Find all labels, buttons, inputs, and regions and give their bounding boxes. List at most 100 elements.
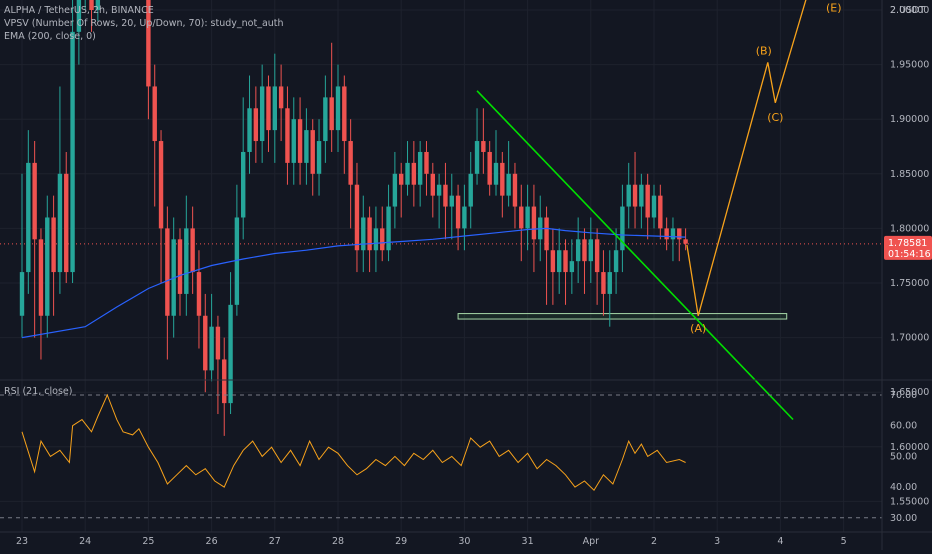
candle[interactable] — [557, 228, 562, 294]
candle[interactable] — [411, 141, 417, 207]
wave-projection-path[interactable] — [686, 0, 828, 316]
candle[interactable] — [645, 173, 650, 240]
candle[interactable] — [70, 0, 75, 283]
candle[interactable] — [436, 173, 442, 229]
candle[interactable] — [45, 195, 50, 338]
candle[interactable] — [184, 195, 189, 316]
candle[interactable] — [38, 228, 44, 360]
candle[interactable] — [152, 64, 157, 207]
candle[interactable] — [399, 162, 404, 218]
candle[interactable] — [670, 217, 676, 262]
candle[interactable] — [512, 162, 518, 229]
candle[interactable] — [234, 184, 240, 316]
candle[interactable] — [259, 64, 265, 163]
candle[interactable] — [575, 217, 581, 283]
candle[interactable] — [316, 119, 322, 196]
candle[interactable] — [329, 42, 334, 152]
candle[interactable] — [462, 184, 467, 251]
candle[interactable] — [64, 151, 69, 283]
candle[interactable] — [519, 184, 524, 262]
candle[interactable] — [335, 64, 341, 152]
candle[interactable] — [487, 141, 492, 196]
candle[interactable] — [468, 151, 473, 229]
candle[interactable] — [272, 53, 277, 163]
candle[interactable] — [417, 141, 423, 207]
candle[interactable] — [165, 206, 170, 360]
candle[interactable] — [253, 86, 259, 163]
candle[interactable] — [563, 239, 568, 305]
candle[interactable] — [443, 162, 448, 240]
candle[interactable] — [601, 250, 606, 316]
candle[interactable] — [26, 130, 31, 294]
candle[interactable] — [348, 119, 353, 229]
candle[interactable] — [525, 184, 530, 251]
candle[interactable] — [19, 173, 25, 338]
candle[interactable] — [449, 173, 454, 240]
symbol-legend[interactable]: ALPHA / TetherUS, 2h, BINANCE — [4, 5, 154, 16]
candle[interactable] — [190, 206, 195, 294]
candle[interactable] — [594, 228, 600, 305]
ema-legend[interactable]: EMA (200, close, 0) — [4, 31, 96, 42]
candle[interactable] — [664, 217, 669, 251]
candle[interactable] — [89, 0, 94, 32]
candle[interactable] — [582, 228, 587, 294]
candle[interactable] — [683, 228, 688, 251]
candle[interactable] — [607, 250, 612, 327]
candle[interactable] — [481, 108, 486, 174]
support-zone-rect[interactable] — [457, 313, 788, 320]
candle[interactable] — [544, 206, 549, 305]
candle[interactable] — [222, 337, 227, 436]
candle[interactable] — [76, 0, 82, 65]
candle[interactable] — [677, 228, 682, 262]
candle[interactable] — [392, 151, 398, 229]
candle[interactable] — [405, 141, 410, 196]
candle[interactable] — [215, 315, 221, 415]
candle[interactable] — [380, 206, 385, 262]
candle[interactable] — [278, 64, 284, 142]
candle[interactable] — [386, 184, 391, 262]
candle[interactable] — [632, 151, 638, 229]
candle[interactable] — [304, 108, 309, 185]
candle[interactable] — [569, 239, 575, 294]
candle[interactable] — [354, 162, 360, 273]
vpsv-legend[interactable]: VPSV (Number Of Rows, 20, Up/Down, 70): … — [4, 18, 284, 29]
candle[interactable] — [651, 184, 657, 229]
candle[interactable] — [506, 141, 511, 207]
candle[interactable] — [531, 184, 537, 273]
candle[interactable] — [57, 86, 63, 294]
candle[interactable] — [626, 162, 631, 229]
candle[interactable] — [455, 184, 461, 251]
candle[interactable] — [95, 0, 101, 21]
candle[interactable] — [373, 206, 379, 273]
candle[interactable] — [241, 97, 246, 240]
candle[interactable] — [310, 119, 315, 196]
candle[interactable] — [177, 228, 183, 316]
candle[interactable] — [588, 217, 593, 283]
candle[interactable] — [424, 141, 429, 196]
candle[interactable] — [291, 97, 296, 185]
candle[interactable] — [266, 75, 271, 152]
candles-layer[interactable] — [19, 0, 688, 436]
candle[interactable] — [203, 293, 208, 393]
candle[interactable] — [323, 75, 328, 163]
candle[interactable] — [639, 173, 644, 229]
drawings-layer[interactable]: (A)(B)(C)(D)(E) — [476, 0, 842, 421]
candle[interactable] — [209, 293, 214, 382]
candle[interactable] — [550, 228, 556, 305]
candle[interactable] — [500, 151, 505, 218]
last-price-tag[interactable] — [884, 235, 932, 260]
candle[interactable] — [658, 184, 663, 240]
candle[interactable] — [51, 195, 56, 316]
candle[interactable] — [493, 130, 499, 196]
candle[interactable] — [146, 0, 151, 120]
candle[interactable] — [613, 228, 619, 294]
candle[interactable] — [361, 195, 366, 273]
candle[interactable] — [158, 130, 164, 283]
candle[interactable] — [196, 250, 202, 349]
candle[interactable] — [430, 162, 435, 218]
candle[interactable] — [367, 206, 372, 273]
candle[interactable] — [247, 75, 252, 174]
